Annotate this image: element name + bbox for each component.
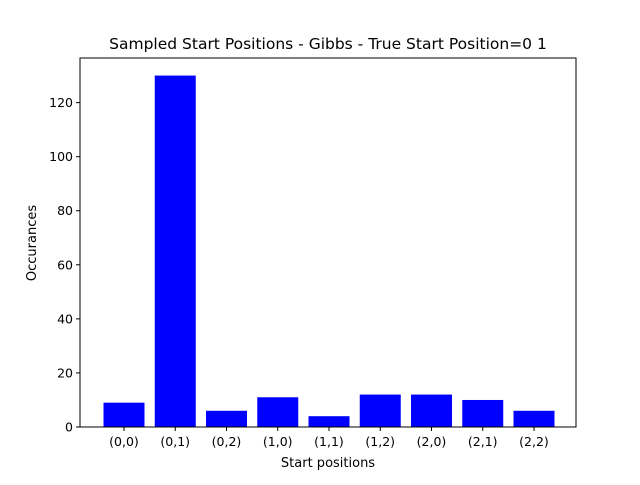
bar <box>154 75 196 427</box>
y-tick-label: 120 <box>49 95 73 110</box>
x-axis-label: Start positions <box>281 456 375 471</box>
x-tick-label: (2,0) <box>417 434 447 449</box>
y-tick-label: 40 <box>57 311 73 326</box>
plot-area: (0,0) (0,1) (0,2) (1,0) (1,1) (1,2) (2,0) (2,1)… <box>49 57 577 449</box>
bar <box>513 410 555 427</box>
x-tick-label: (1,1) <box>314 434 344 449</box>
x-tick-label: (2,2) <box>519 434 549 449</box>
bar <box>308 416 350 427</box>
y-axis-label: Occurances <box>25 205 40 281</box>
bar <box>206 410 247 427</box>
plot-frame <box>79 57 577 428</box>
x-tick-label: (1,2) <box>365 434 395 449</box>
bar <box>103 402 145 427</box>
x-tick-label: (2,1) <box>468 434 498 449</box>
bar <box>359 394 401 427</box>
chart-title: Sampled Start Positions - Gibbs - True S… <box>109 35 547 53</box>
y-tick-label: 20 <box>57 365 73 380</box>
x-tick-label: (0,1) <box>160 434 190 449</box>
y-tick-label: 0 <box>65 420 73 435</box>
bar <box>411 394 452 427</box>
bar <box>257 397 299 427</box>
y-tick-label: 80 <box>57 203 73 218</box>
bar <box>462 399 504 427</box>
x-tick-label: (0,2) <box>212 434 242 449</box>
y-tick-label: 100 <box>49 149 73 164</box>
y-tick-label: 60 <box>57 257 73 272</box>
x-tick-label: (0,0) <box>109 434 139 449</box>
x-tick-label: (1,0) <box>263 434 293 449</box>
